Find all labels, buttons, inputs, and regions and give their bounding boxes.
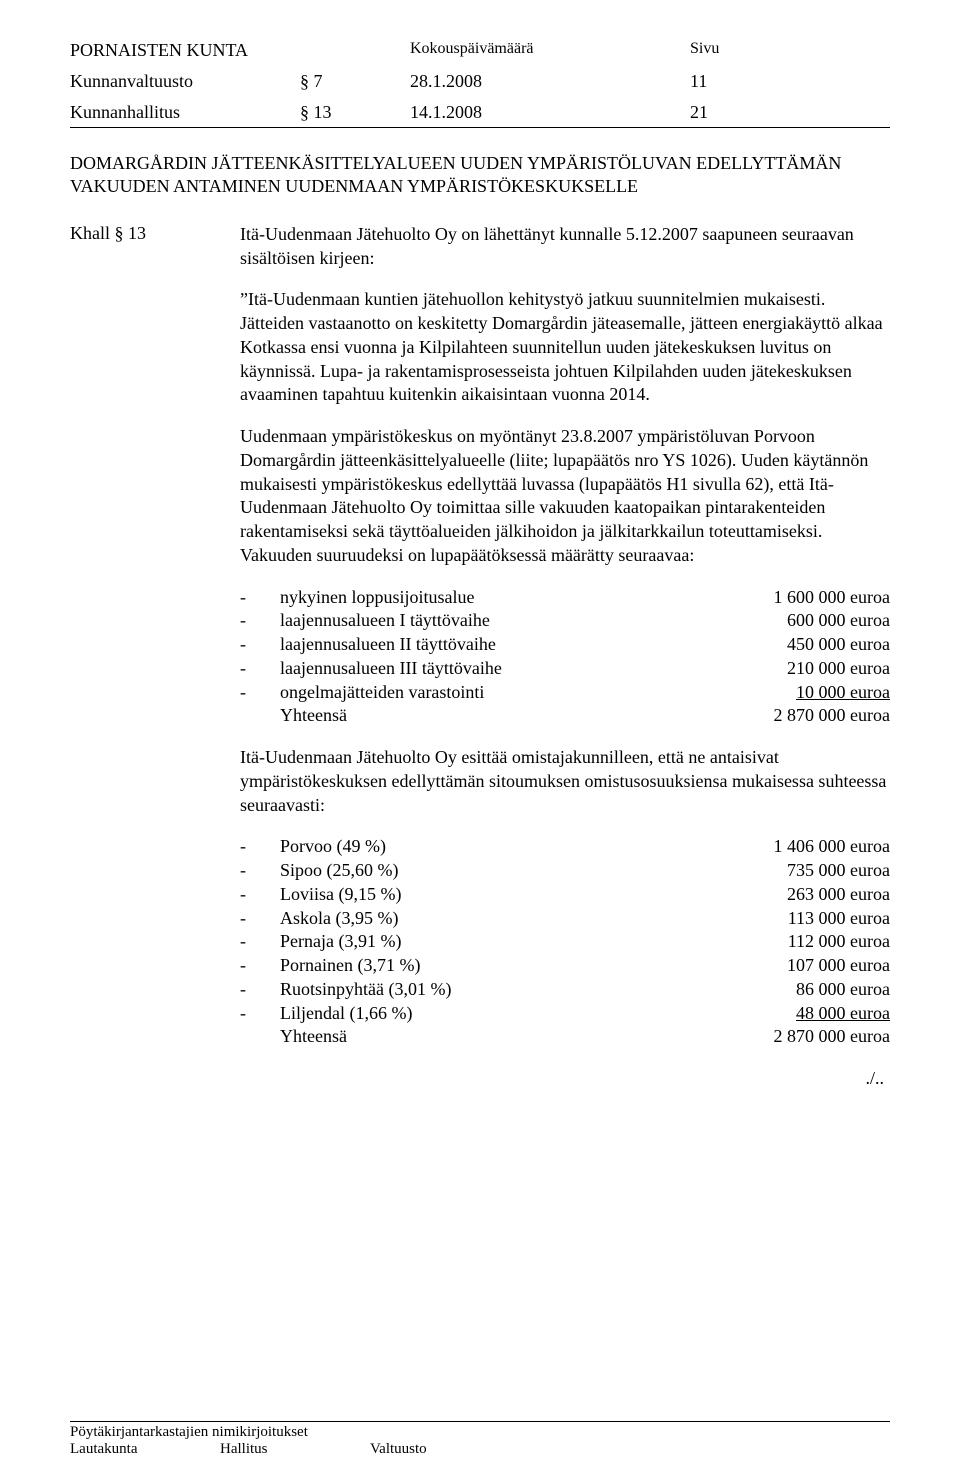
amount-label: Pornainen (3,71 %) <box>280 954 740 978</box>
dash: - <box>240 1002 280 1026</box>
amount-value: 10 000 euroa <box>740 681 890 705</box>
footer-divider <box>70 1421 890 1422</box>
section-ref: Khall § 13 <box>70 223 240 1091</box>
meeting-row: Kunnanvaltuusto § 7 28.1.2008 11 <box>70 71 890 92</box>
amount-label: Porvoo (49 %) <box>280 835 740 859</box>
amount-label: Loviisa (9,15 %) <box>280 883 740 907</box>
meeting-page: 21 <box>690 102 708 123</box>
meeting-date: 14.1.2008 <box>410 102 690 123</box>
header-divider <box>70 127 890 128</box>
amount-label: Sipoo (25,60 %) <box>280 859 740 883</box>
dash: - <box>240 859 280 883</box>
amount-row: - Liljendal (1,66 %) 48 000 euroa <box>240 1002 890 1026</box>
amount-label: ongelmajätteiden varastointi <box>280 681 740 705</box>
total-label: Yhteensä <box>280 704 740 728</box>
amount-value: 450 000 euroa <box>740 633 890 657</box>
amount-row: - laajennusalueen I täyttövaihe 600 000 … <box>240 609 890 633</box>
amount-value: 735 000 euroa <box>740 859 890 883</box>
amount-row: - Sipoo (25,60 %) 735 000 euroa <box>240 859 890 883</box>
total-row: Yhteensä 2 870 000 euroa <box>240 704 890 728</box>
amount-value: 112 000 euroa <box>740 930 890 954</box>
amount-value: 1 600 000 euroa <box>740 586 890 610</box>
dash: - <box>240 609 280 633</box>
amount-row: - Ruotsinpyhtää (3,01 %) 86 000 euroa <box>240 978 890 1002</box>
date-label: Kokouspäivämäärä <box>410 40 690 61</box>
amount-row: - laajennusalueen II täyttövaihe 450 000… <box>240 633 890 657</box>
dash: - <box>240 954 280 978</box>
footer-valtuusto: Valtuusto <box>370 1441 427 1458</box>
dash: - <box>240 586 280 610</box>
amount-label: nykyinen loppusijoitusalue <box>280 586 740 610</box>
amount-label: Liljendal (1,66 %) <box>280 1002 740 1026</box>
org-name: PORNAISTEN KUNTA <box>70 40 410 61</box>
amount-value: 210 000 euroa <box>740 657 890 681</box>
amount-row: - Porvoo (49 %) 1 406 000 euroa <box>240 835 890 859</box>
amount-label: laajennusalueen II täyttövaihe <box>280 633 740 657</box>
dash: - <box>240 633 280 657</box>
amount-list: - nykyinen loppusijoitusalue 1 600 000 e… <box>240 586 890 729</box>
amount-value: 86 000 euroa <box>740 978 890 1002</box>
footer-hallitus: Hallitus <box>220 1441 370 1458</box>
amount-label: Ruotsinpyhtää (3,01 %) <box>280 978 740 1002</box>
meeting-section: § 7 <box>300 71 410 92</box>
document-title: DOMARGÅRDIN JÄTTEENKÄSITTELYALUEEN UUDEN… <box>70 152 890 199</box>
dash: - <box>240 681 280 705</box>
amount-value: 113 000 euroa <box>740 907 890 931</box>
meeting-body: Kunnanvaltuusto <box>70 71 300 92</box>
amount-label: laajennusalueen III täyttövaihe <box>280 657 740 681</box>
amount-row: - Pornainen (3,71 %) 107 000 euroa <box>240 954 890 978</box>
total-row: Yhteensä 2 870 000 euroa <box>240 1025 890 1049</box>
continuation-mark: ./.. <box>240 1067 890 1091</box>
total-label: Yhteensä <box>280 1025 740 1049</box>
amount-row: - ongelmajätteiden varastointi 10 000 eu… <box>240 681 890 705</box>
meeting-section: § 13 <box>300 102 410 123</box>
amount-value: 263 000 euroa <box>740 883 890 907</box>
dash: - <box>240 978 280 1002</box>
meeting-body: Kunnanhallitus <box>70 102 300 123</box>
amount-label: laajennusalueen I täyttövaihe <box>280 609 740 633</box>
amount-row: - Pernaja (3,91 %) 112 000 euroa <box>240 930 890 954</box>
amount-row: - Askola (3,95 %) 113 000 euroa <box>240 907 890 931</box>
amount-value: 1 406 000 euroa <box>740 835 890 859</box>
amount-value: 600 000 euroa <box>740 609 890 633</box>
amount-value: 107 000 euroa <box>740 954 890 978</box>
paragraph: Uudenmaan ympäristökeskus on myöntänyt 2… <box>240 425 890 568</box>
dash: - <box>240 657 280 681</box>
total-value: 2 870 000 euroa <box>740 1025 890 1049</box>
amount-row: - Loviisa (9,15 %) 263 000 euroa <box>240 883 890 907</box>
meeting-page: 11 <box>690 71 707 92</box>
amount-label: Pernaja (3,91 %) <box>280 930 740 954</box>
footer-lautakunta: Lautakunta <box>70 1441 220 1458</box>
dash: - <box>240 930 280 954</box>
amount-row: - nykyinen loppusijoitusalue 1 600 000 e… <box>240 586 890 610</box>
amount-row: - laajennusalueen III täyttövaihe 210 00… <box>240 657 890 681</box>
amount-label: Askola (3,95 %) <box>280 907 740 931</box>
paragraph: Itä-Uudenmaan Jätehuolto Oy esittää omis… <box>240 746 890 817</box>
meeting-row: Kunnanhallitus § 13 14.1.2008 21 <box>70 102 890 123</box>
footer-signatures-label: Pöytäkirjantarkastajien nimikirjoitukset <box>70 1424 410 1441</box>
dash: - <box>240 883 280 907</box>
dash: - <box>240 907 280 931</box>
meeting-date: 28.1.2008 <box>410 71 690 92</box>
amount-value: 48 000 euroa <box>740 1002 890 1026</box>
page-label: Sivu <box>690 40 719 61</box>
paragraph: Itä-Uudenmaan Jätehuolto Oy on lähettäny… <box>240 223 890 271</box>
dash: - <box>240 835 280 859</box>
amount-list: - Porvoo (49 %) 1 406 000 euroa - Sipoo … <box>240 835 890 1049</box>
paragraph: ”Itä-Uudenmaan kuntien jätehuollon kehit… <box>240 288 890 407</box>
total-value: 2 870 000 euroa <box>740 704 890 728</box>
